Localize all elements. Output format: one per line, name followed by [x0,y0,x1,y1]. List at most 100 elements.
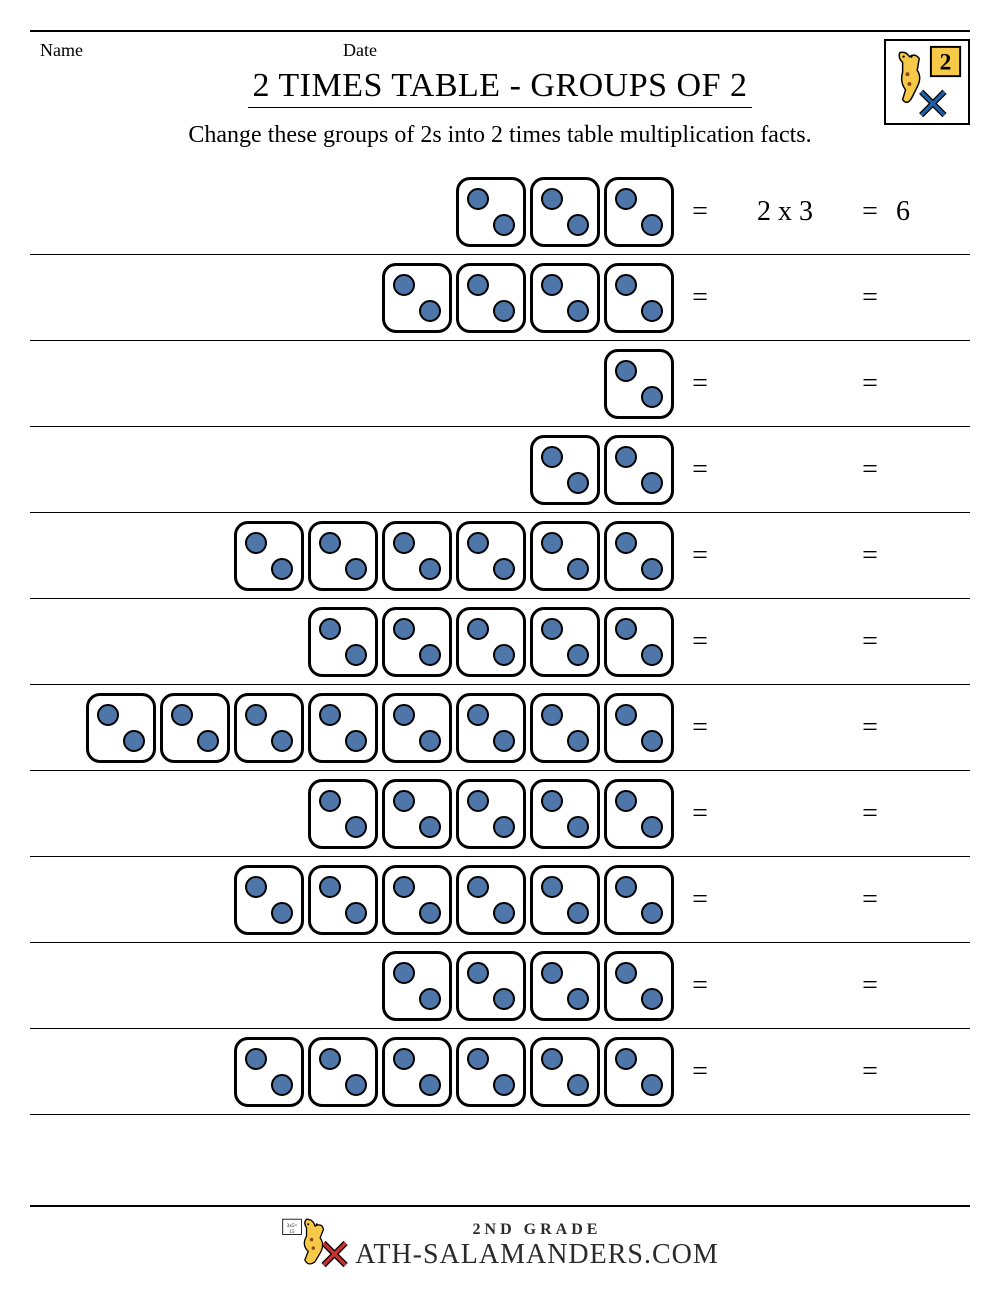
pip [567,902,589,924]
dice-two [234,1037,304,1107]
dice-two [604,177,674,247]
dice-cell [30,779,680,849]
dice-two [456,521,526,591]
equals-sign: = [686,282,714,314]
pip [393,1048,415,1070]
equals-sign: = [686,1056,714,1088]
pip [419,558,441,580]
dice-two [456,177,526,247]
pip [641,214,663,236]
problem-row: == [30,427,970,513]
pip [393,790,415,812]
pip [467,274,489,296]
pip [245,876,267,898]
pip [641,300,663,322]
pip [271,902,293,924]
dice-cell [30,263,680,333]
pip [319,532,341,554]
pip [541,704,563,726]
dice-two [530,693,600,763]
dice-two [308,1037,378,1107]
pip [419,300,441,322]
pip [271,730,293,752]
pip [393,274,415,296]
problem-row: == [30,255,970,341]
equals-sign: = [856,884,884,916]
dice-two [382,693,452,763]
pip [245,704,267,726]
dice-two [530,263,600,333]
pip [493,816,515,838]
dice-two [456,263,526,333]
pip [345,902,367,924]
pip [541,790,563,812]
answer-value: 6 [890,196,980,228]
dice-two [308,693,378,763]
pip [197,730,219,752]
problem-row: == [30,599,970,685]
pip [245,532,267,554]
equals-sign: = [686,540,714,572]
pip [467,532,489,554]
dice-cell [30,951,680,1021]
equals-sign: = [686,196,714,228]
name-label: Name [40,40,83,61]
pip [615,790,637,812]
pip [271,1074,293,1096]
dice-two [456,607,526,677]
pip [615,274,637,296]
dice-cell [30,349,680,419]
problem-row: =2 x 3=6 [30,169,970,255]
footer-grade: 2ND GRADE [473,1221,602,1239]
footer-salamander-icon: 3x5= 15 [281,1215,349,1271]
pip [541,274,563,296]
pip [615,704,637,726]
equals-sign: = [856,798,884,830]
pip [567,558,589,580]
pip [641,386,663,408]
pip [419,988,441,1010]
pip [567,214,589,236]
equals-sign: = [686,454,714,486]
dice-two [604,349,674,419]
equals-sign: = [856,282,884,314]
footer-brand: 3x5= 15 2ND GRADE ATH-SALAMANDERS.COM [281,1215,719,1271]
dice-cell [30,607,680,677]
dice-two [604,951,674,1021]
pip [541,188,563,210]
pip [541,1048,563,1070]
pip [641,558,663,580]
dice-two [530,435,600,505]
pip [641,644,663,666]
problem-row: == [30,685,970,771]
problem-row: == [30,513,970,599]
dice-two [382,607,452,677]
pip [419,902,441,924]
pip [567,730,589,752]
dice-two [530,865,600,935]
pip [319,876,341,898]
dice-two [604,521,674,591]
dice-two [604,779,674,849]
dice-two [604,607,674,677]
problem-row: == [30,771,970,857]
instructions: Change these groups of 2s into 2 times t… [30,122,970,149]
dice-two [456,1037,526,1107]
pip [641,988,663,1010]
logo-badge: 2 [884,39,970,125]
dice-two [160,693,230,763]
dice-cell [30,177,680,247]
pip [123,730,145,752]
pip [393,704,415,726]
pip [615,876,637,898]
pip [641,816,663,838]
dice-two [382,263,452,333]
pip [567,472,589,494]
pip [541,618,563,640]
pip [493,730,515,752]
dice-two [604,865,674,935]
header-meta: Name Date [30,40,970,61]
dice-two [530,177,600,247]
svg-text:2: 2 [940,49,952,75]
dice-two [308,779,378,849]
